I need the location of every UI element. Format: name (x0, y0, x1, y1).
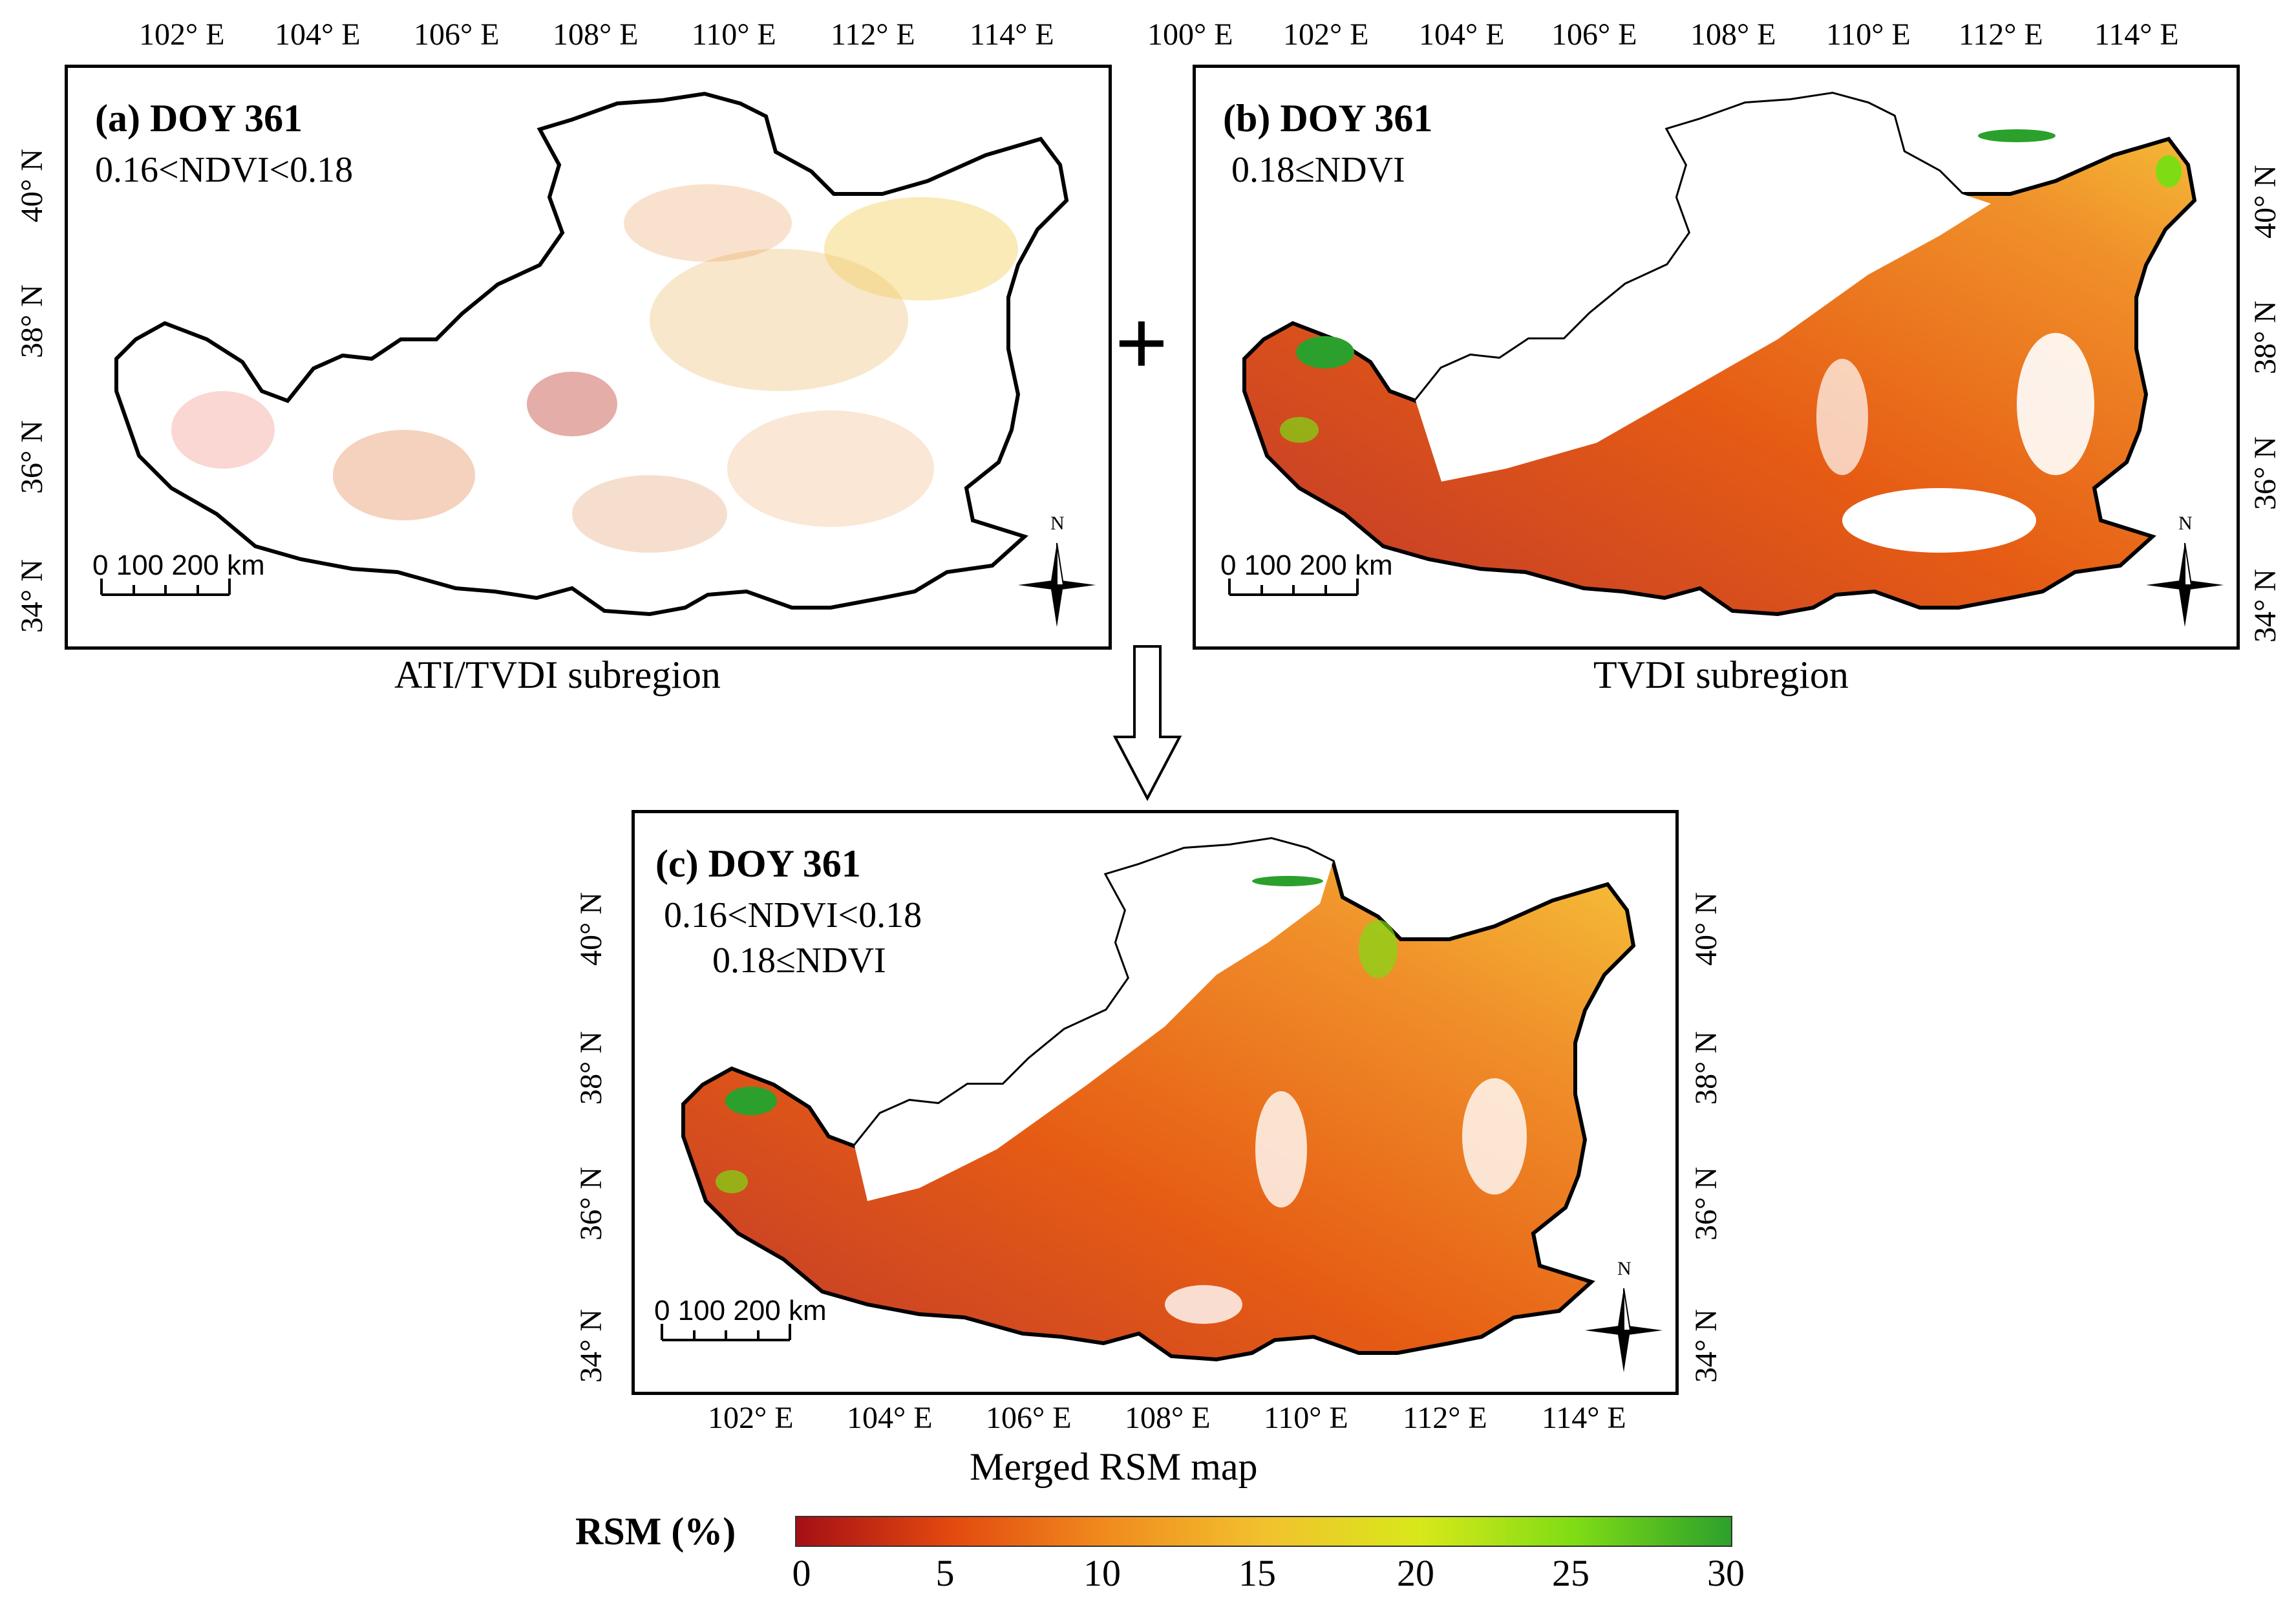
panel-c-lat-tick-right: 36° N (1689, 1167, 1723, 1240)
panel-b-lon-tick: 108° E (1690, 17, 1776, 52)
panel-b-lon-tick: 100° E (1147, 17, 1233, 52)
legend-colorbar (795, 1516, 1732, 1547)
legend-tick: 15 (1238, 1552, 1276, 1594)
panel-b-scalebar-label: 0 100 200 km (1220, 549, 1393, 581)
panel-b-nodata-areas (1416, 94, 2094, 553)
panel-a-lon-tick: 106° E (414, 17, 500, 52)
panel-c-wet-patches (716, 876, 1398, 1193)
panel-b-lon-tick: 106° E (1551, 17, 1637, 52)
panel-a-ndvi-range: 0.16<NDVI<0.18 (95, 150, 354, 190)
panel-a-moisture-patches (171, 184, 1018, 553)
panel-c-lat-tick-left: 40° N (574, 892, 608, 966)
legend-tick: 10 (1083, 1552, 1121, 1594)
panel-c-scalebar-label: 0 100 200 km (654, 1295, 827, 1326)
panel-a-scalebar-label: 0 100 200 km (92, 549, 265, 581)
panel-c-lat-tick-right: 34° N (1689, 1309, 1723, 1383)
panel-a-lon-tick: 112° E (831, 17, 915, 52)
panel-c-region (681, 836, 1636, 1362)
panel-a-title: (a) DOY 361 (95, 97, 303, 140)
panel-c-map: (c) DOY 361 0.16<NDVI<0.18 0.18≤NDVI 0 1… (632, 810, 1679, 1395)
panel-a-north-label: N (1050, 513, 1065, 534)
panel-c-lat-tick-left: 36° N (574, 1167, 608, 1240)
legend-tick: 30 (1707, 1552, 1745, 1594)
panel-b-ndvi-range: 0.18≤NDVI (1231, 150, 1405, 190)
legend-tick: 5 (935, 1552, 955, 1594)
panel-a-region (114, 91, 1069, 617)
panel-b-north-arrow-icon (2146, 542, 2224, 627)
panel-c-ndvi-range-1: 0.16<NDVI<0.18 (664, 895, 922, 935)
panel-b-north-label: N (2178, 513, 2193, 534)
panel-a-caption: ATI/TVDI subregion (394, 654, 721, 696)
panel-c-lat-tick-right: 38° N (1689, 1031, 1723, 1105)
panel-a-lon-tick: 108° E (553, 17, 639, 52)
panel-c-lat-tick-right: 40° N (1689, 892, 1723, 966)
panel-c-north-arrow-icon (1585, 1288, 1663, 1372)
panel-a-map: (a) DOY 361 0.16<NDVI<0.18 0 100 200 km … (65, 65, 1112, 650)
panel-a-lon-tick: 102° E (139, 17, 225, 52)
panel-b-lon-tick: 110° E (1826, 17, 1911, 52)
panel-c-caption: Merged RSM map (970, 1445, 1258, 1488)
panel-c-lat-tick-left: 38° N (574, 1031, 608, 1105)
panel-c-lon-tick: 106° E (986, 1401, 1072, 1435)
panel-c-north-label: N (1617, 1258, 1632, 1279)
panel-c-nodata-areas (855, 839, 1527, 1324)
legend-tick: 20 (1397, 1552, 1434, 1594)
panel-a-scalebar (100, 579, 231, 596)
panel-b-scalebar (1228, 579, 1359, 596)
panel-b-lon-tick: 102° E (1283, 17, 1369, 52)
legend-title: RSM (%) (575, 1510, 736, 1553)
panel-c-lon-tick: 108° E (1125, 1401, 1211, 1435)
panel-c-lon-tick: 112° E (1403, 1401, 1487, 1435)
panel-a-lon-tick: 110° E (692, 17, 776, 52)
panel-b-lon-tick: 114° E (2094, 17, 2179, 52)
panel-c-lon-tick: 104° E (847, 1401, 933, 1435)
panel-b-map: (b) DOY 361 0.18≤NDVI 0 100 200 km N (1193, 65, 2240, 650)
panel-c-title: (c) DOY 361 (655, 842, 861, 885)
panel-a-lon-tick: 114° E (970, 17, 1054, 52)
plus-operator: + (1115, 292, 1168, 393)
panel-c-lat-tick-left: 34° N (574, 1309, 608, 1383)
panel-b-wet-patches (1280, 129, 2182, 443)
panel-a-lon-tick: 104° E (275, 17, 361, 52)
panel-b-lon-tick: 112° E (1959, 17, 2043, 52)
panel-a-north-arrow-icon (1018, 542, 1096, 627)
panel-c-scalebar (661, 1324, 791, 1341)
legend-tick: 25 (1552, 1552, 1589, 1594)
panel-c-ndvi-range-2: 0.18≤NDVI (712, 941, 886, 981)
legend-tick: 0 (792, 1552, 811, 1594)
panel-b-lon-tick: 104° E (1419, 17, 1505, 52)
panel-b-title: (b) DOY 361 (1223, 97, 1433, 140)
panel-c-lon-tick: 114° E (1542, 1401, 1626, 1435)
panel-b-region (1242, 91, 2197, 617)
panel-c-lon-tick: 110° E (1264, 1401, 1348, 1435)
panel-b-caption: TVDI subregion (1593, 654, 1849, 696)
panel-c-lon-tick: 102° E (708, 1401, 794, 1435)
